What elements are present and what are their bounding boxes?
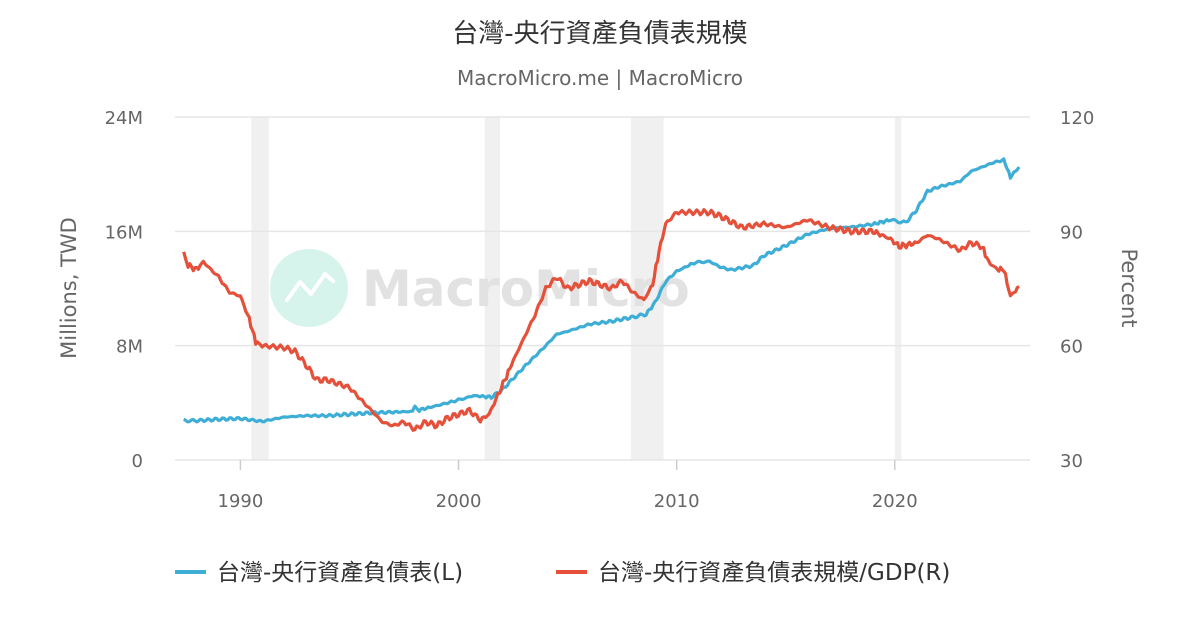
series-line-balance-sheet-gdp (182, 208, 1020, 432)
chart-subtitle: MacroMicro.me | MacroMicro (457, 66, 743, 90)
left-tick-label-0: 0 (132, 451, 143, 472)
right-tick-label-0: 30 (1060, 451, 1083, 472)
left-tick-label-3: 24M (105, 108, 143, 129)
axes: 0 8M 16M 24M 30 60 90 120 1990 2000 2010 2020 (105, 108, 1095, 512)
watermark: MacroMicro (270, 249, 690, 327)
chart-title: 台灣-央行資產負債表規模 (452, 19, 747, 49)
x-tick-label-0: 1990 (218, 491, 264, 512)
series-lines (182, 157, 1021, 432)
left-tick-label-1: 8M (116, 337, 143, 358)
legend-label-left: 台灣-央行資產負債表(L) (217, 560, 463, 586)
recession-band-2 (630, 117, 664, 460)
right-tick-label-3: 120 (1060, 108, 1094, 129)
watermark-chart-icon (285, 272, 335, 302)
recession-bands (251, 117, 902, 460)
legend: 台灣-央行資產負債表(L) 台灣-央行資產負債表規模/GDP(R) (175, 560, 950, 586)
x-tick-label-1: 2000 (436, 491, 482, 512)
left-tick-label-2: 16M (105, 222, 143, 243)
legend-item-left-series[interactable]: 台灣-央行資產負債表(L) (175, 560, 463, 586)
right-tick-label-1: 60 (1060, 337, 1083, 358)
right-tick-label-2: 90 (1060, 222, 1083, 243)
watermark-logo-icon (270, 249, 348, 327)
watermark-text: MacroMicro (362, 260, 690, 318)
x-tick-label-3: 2020 (872, 491, 918, 512)
grid-lines (175, 116, 1030, 461)
series-line-balance-sheet (183, 157, 1021, 424)
recession-band-3 (894, 117, 902, 460)
recession-band-1 (484, 117, 500, 460)
right-axis-title: Percent (1117, 248, 1141, 327)
x-tick-label-2: 2010 (654, 491, 700, 512)
legend-item-right-series[interactable]: 台灣-央行資產負債表規模/GDP(R) (556, 560, 950, 586)
left-axis-title: Millions, TWD (57, 217, 81, 359)
legend-label-right: 台灣-央行資產負債表規模/GDP(R) (598, 560, 950, 586)
recession-band-0 (251, 117, 269, 460)
